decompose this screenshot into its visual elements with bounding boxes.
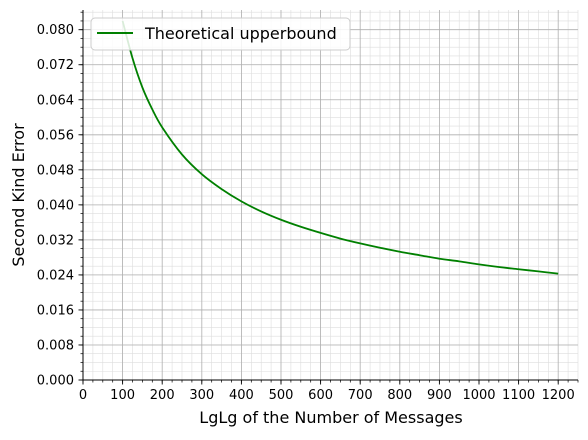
- x-tick-label: 1000: [462, 388, 495, 403]
- y-axis-label: Second Kind Error: [9, 123, 28, 267]
- x-tick-label: 900: [427, 388, 452, 403]
- legend-box: [90, 17, 351, 51]
- y-tick-label: 0.032: [37, 233, 74, 248]
- y-tick-label: 0.064: [37, 93, 74, 108]
- x-axis-label: LgLg of the Number of Messages: [199, 408, 462, 427]
- y-tick-label: 0.080: [37, 23, 74, 38]
- y-tick-label: 0.056: [37, 128, 74, 143]
- x-tick-label: 300: [189, 388, 214, 403]
- ticks: 0 100 200 300 400 500 600 700 800 900 1000 1100 1200…: [37, 23, 575, 403]
- y-tick-label: 0.072: [37, 58, 74, 73]
- x-tick-label: 600: [308, 388, 333, 403]
- x-tick-label: 200: [150, 388, 175, 403]
- legend-label: Theoretical upperbound: [144, 24, 337, 43]
- x-tick-label: 700: [348, 388, 373, 403]
- axes: [78, 10, 579, 385]
- y-tick-label: 0.040: [37, 198, 74, 213]
- y-tick-label: 0.008: [37, 338, 74, 353]
- y-tick-label: 0.016: [37, 303, 74, 318]
- x-tick-label: 1100: [502, 388, 535, 403]
- y-tick-label: 0.000: [37, 374, 74, 389]
- x-tick-label: 500: [269, 388, 294, 403]
- series-line: [121, 20, 559, 275]
- series-layer: [121, 20, 559, 275]
- y-tick-label: 0.048: [37, 163, 74, 178]
- x-tick-label: 800: [387, 388, 412, 403]
- x-tick-label: 0: [79, 388, 87, 403]
- x-tick-label: 100: [110, 388, 135, 403]
- x-tick-label: 400: [229, 388, 254, 403]
- x-tick-label: 1200: [542, 388, 575, 403]
- y-tick-label: 0.024: [37, 268, 74, 283]
- legend: Theoretical upperbound: [90, 17, 351, 51]
- grid: [82, 10, 579, 381]
